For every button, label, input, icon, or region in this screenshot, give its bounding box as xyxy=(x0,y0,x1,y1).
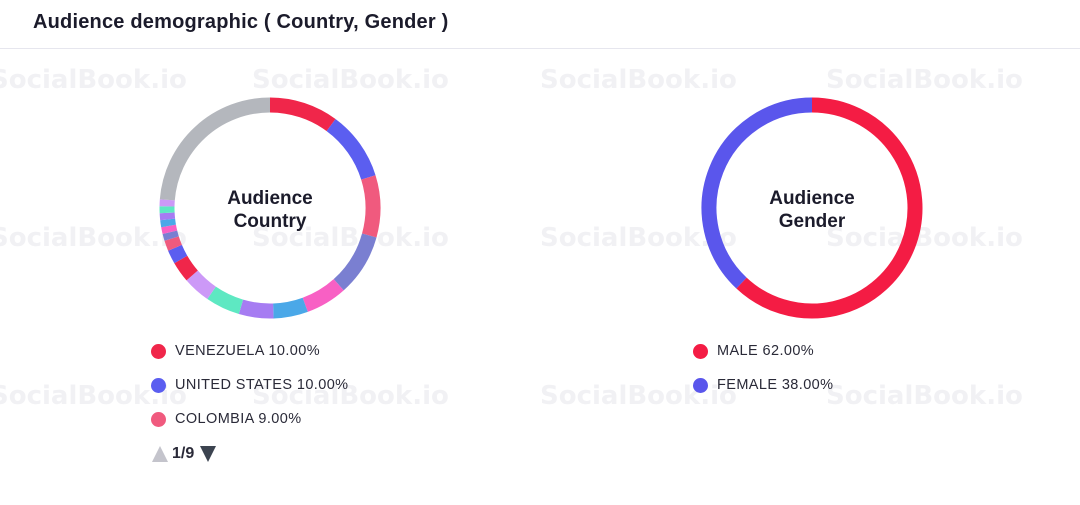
country-slice-united-states xyxy=(326,119,376,180)
country-slice-3 xyxy=(333,233,377,291)
gender-slice-male xyxy=(736,97,923,319)
country-slice-12 xyxy=(162,230,179,241)
watermark: SocialBook.io xyxy=(826,381,1023,411)
country-slice-7 xyxy=(207,286,244,315)
gender-donut-chart xyxy=(701,97,923,319)
country-slice-venezuela xyxy=(269,97,336,132)
legend-item-united-states: UNITED STATES 10.00% xyxy=(151,368,348,402)
legend-dot xyxy=(151,377,166,393)
legend-label: FEMALE 38.00% xyxy=(717,377,834,393)
gender-center-line-1: Audience xyxy=(769,188,855,209)
legend-label: VENEZUELA 10.00% xyxy=(175,343,321,359)
country-slice-8 xyxy=(186,270,217,300)
country-slice-10 xyxy=(168,244,188,264)
page-up-icon[interactable] xyxy=(152,446,168,462)
legend-item-venezuela: VENEZUELA 10.00% xyxy=(151,334,348,368)
country-legend: VENEZUELA 10.00% UNITED STATES 10.00% CO… xyxy=(151,334,348,436)
legend-label: UNITED STATES 10.00% xyxy=(175,377,349,393)
legend-dot xyxy=(693,343,708,359)
gender-legend: MALE 62.00% FEMALE 38.00% xyxy=(693,334,833,402)
country-slice-11 xyxy=(164,236,182,251)
country-slice-9 xyxy=(174,255,198,281)
page-down-icon[interactable] xyxy=(200,446,217,462)
legend-item-male: MALE 62.00% xyxy=(693,334,833,368)
country-slice-colombia xyxy=(361,175,381,238)
country-center-line-2: Country xyxy=(233,211,307,232)
legend-item-colombia: COLOMBIA 9.00% xyxy=(151,402,348,436)
country-slice-15 xyxy=(159,212,176,221)
country-slice-14 xyxy=(160,218,176,228)
section-title: Audience demographic ( Country, Gender ) xyxy=(33,11,449,33)
legend-label: COLOMBIA 9.00% xyxy=(175,411,302,427)
legend-item-female: FEMALE 38.00% xyxy=(693,368,833,402)
legend-dot xyxy=(151,411,166,427)
page-indicator: 1/9 xyxy=(172,445,195,462)
legend-dot xyxy=(693,377,708,393)
country-slice-6 xyxy=(238,299,274,319)
country-slice-13 xyxy=(161,224,178,235)
country-slice-4 xyxy=(302,279,344,312)
legend-dot xyxy=(151,343,166,359)
gender-center-label: Audience Gender xyxy=(732,187,892,233)
legend-pager: 1/9 xyxy=(152,445,217,463)
country-center-label: Audience Country xyxy=(190,187,350,233)
country-center-line-1: Audience xyxy=(227,188,313,209)
gender-center-line-2: Gender xyxy=(778,211,846,232)
section-header: Audience demographic ( Country, Gender ) xyxy=(0,0,1080,49)
country-slice-18 xyxy=(159,97,271,201)
legend-label: MALE 62.00% xyxy=(717,343,815,359)
country-donut-chart xyxy=(159,97,381,319)
gender-slice-female xyxy=(701,97,813,289)
country-slice-5 xyxy=(272,297,308,319)
